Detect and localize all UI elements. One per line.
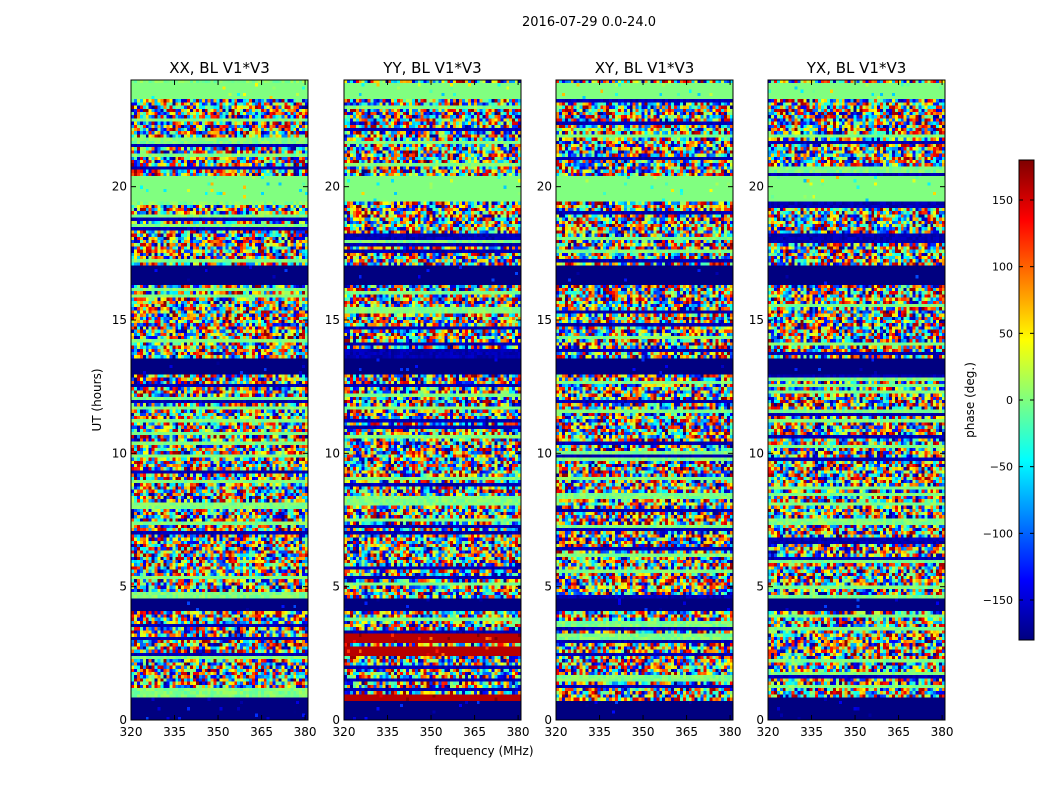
y-tick-label: 10: [112, 446, 127, 460]
y-tick-label: 15: [749, 313, 764, 327]
y-tick-label: 10: [537, 446, 552, 460]
y-tick-label: 5: [119, 580, 127, 594]
phase-heatmap: [556, 80, 733, 720]
y-axis-label: UT (hours): [90, 368, 104, 431]
x-tick-label: 350: [207, 725, 230, 739]
y-tick-label: 20: [749, 180, 764, 194]
y-tick-label: 10: [325, 446, 340, 460]
phase-heatmap: [768, 80, 945, 720]
x-tick-label: 350: [420, 725, 443, 739]
panel-title: YY, BL V1*V3: [382, 59, 481, 77]
x-tick-label: 365: [675, 725, 698, 739]
panel-3: XY, BL V1*V3 320 335 350 365 380 0 5 10 15 20: [537, 59, 742, 739]
colorbar: −150 −100 −50 0 50 100 150: [983, 159, 1035, 641]
x-tick-label: 350: [844, 725, 867, 739]
x-tick-label: 320: [545, 725, 568, 739]
y-tick-label: 0: [332, 713, 340, 727]
phase-heatmap: [344, 80, 521, 720]
x-tick-label: 320: [120, 725, 143, 739]
colorbar-tick-label: 50: [999, 327, 1013, 340]
x-tick-label: 380: [931, 725, 954, 739]
y-tick-label: 15: [537, 313, 552, 327]
x-tick-label: 335: [800, 725, 823, 739]
panel-title: XX, BL V1*V3: [169, 59, 270, 77]
y-tick-label: 5: [756, 580, 764, 594]
y-tick-label: 5: [332, 580, 340, 594]
x-tick-label: 350: [632, 725, 655, 739]
phase-heatmap: [131, 80, 308, 720]
panel-frame: [343, 79, 522, 721]
panel-frame: [130, 79, 309, 721]
x-tick-label: 320: [757, 725, 780, 739]
y-tick-label: 10: [749, 446, 764, 460]
x-tick-label: 335: [163, 725, 186, 739]
x-tick-label: 380: [294, 725, 317, 739]
panel-title: YX, BL V1*V3: [806, 59, 907, 77]
y-tick-label: 0: [119, 713, 127, 727]
x-tick-label: 380: [719, 725, 742, 739]
y-tick-label: 20: [112, 180, 127, 194]
figure-title: 2016-07-29 0.0-24.0: [522, 15, 656, 30]
y-tick-label: 15: [112, 313, 127, 327]
colorbar-tick-label: −50: [990, 461, 1013, 474]
x-tick-label: 335: [376, 725, 399, 739]
y-tick-label: 0: [756, 713, 764, 727]
panel-title: XY, BL V1*V3: [595, 59, 695, 77]
panel-frame: [555, 79, 734, 721]
colorbar-label: phase (deg.): [963, 362, 977, 438]
panel-2: YY, BL V1*V3 320 335 350 365 380 0 5 10 15 20: [325, 59, 530, 739]
x-tick-label: 365: [250, 725, 273, 739]
colorbar-tick-label: −150: [983, 594, 1013, 607]
colorbar-tick-label: −100: [983, 527, 1013, 540]
colorbar-tick-label: 0: [1006, 394, 1013, 407]
x-axis-label: frequency (MHz): [434, 744, 533, 758]
y-tick-label: 5: [544, 580, 552, 594]
y-tick-label: 20: [537, 180, 552, 194]
y-tick-label: 0: [544, 713, 552, 727]
colorbar-tick-label: 100: [992, 261, 1013, 274]
panel-4: YX, BL V1*V3 320 335 350 365 380 0 5 10 15 20: [749, 59, 954, 739]
y-tick-label: 20: [325, 180, 340, 194]
panel-frame: [767, 79, 946, 721]
x-tick-label: 365: [887, 725, 910, 739]
colorbar-tick-label: 150: [992, 194, 1013, 207]
x-tick-label: 320: [333, 725, 356, 739]
x-tick-label: 365: [463, 725, 486, 739]
y-tick-label: 15: [325, 313, 340, 327]
panel-1: XX, BL V1*V3 320 335 350 365 380 0 5 10 15 20: [112, 59, 317, 739]
x-tick-label: 335: [588, 725, 611, 739]
x-tick-label: 380: [507, 725, 530, 739]
